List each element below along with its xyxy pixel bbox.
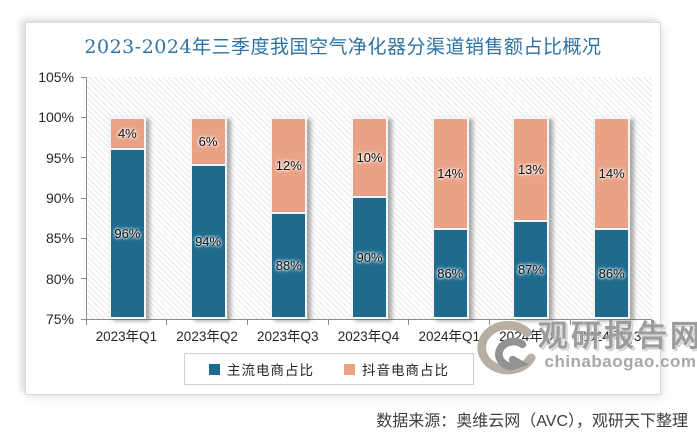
y-tick-mark: [81, 278, 86, 280]
x-axis-label: 2023年Q4: [337, 329, 400, 344]
chart-title: 2023-2024年三季度我国空气净化器分渠道销售额占比概况: [84, 36, 602, 58]
x-axis-label: 2023年Q1: [95, 329, 158, 344]
x-tick-mark: [569, 319, 571, 325]
stacked-bar: 4% 96%: [108, 117, 146, 319]
y-axis-label: 90%: [45, 190, 74, 206]
main-ecommerce-segment: 86%: [431, 230, 469, 319]
x-axis-label: 2023年Q3: [257, 329, 319, 344]
data-label: 4%: [117, 125, 137, 141]
legend: 主流电商占比 抖音电商占比: [184, 353, 474, 385]
x-axis-label: 2024年Q1: [418, 329, 480, 344]
y-axis-ticks: [81, 76, 86, 320]
data-label: 14%: [437, 166, 464, 182]
douyin-segment: 14%: [593, 117, 631, 231]
bar-slot: 4% 96%: [87, 77, 168, 319]
data-label: 87%: [517, 262, 544, 278]
x-axis-label: 2024年Q3: [579, 329, 642, 344]
y-axis-label: 100%: [38, 109, 74, 126]
x-tick-mark: [85, 319, 87, 325]
data-label: 6%: [198, 134, 218, 150]
main-ecommerce-segment: 96%: [108, 149, 146, 319]
data-label: 96%: [114, 225, 141, 241]
x-axis-labels: 2023年Q1 2023年Q2 2023年Q3 2023年Q4 2024年Q1 2024年…: [86, 325, 651, 345]
bar-slot: 10% 90%: [329, 77, 410, 319]
y-axis: 105% 100% 95% 90% 85% 80% 75%: [26, 69, 81, 327]
douyin-segment: 13%: [512, 117, 550, 223]
data-label: 94%: [195, 233, 222, 249]
x-tick-mark: [408, 319, 410, 325]
data-label: 14%: [598, 166, 625, 182]
source-note: 数据来源：奥维云网（AVC），观研天下整理: [376, 413, 688, 430]
y-tick-mark: [81, 318, 86, 320]
data-label: 86%: [437, 266, 464, 282]
stacked-bar: 14% 86%: [431, 117, 469, 319]
douyin-segment: 12%: [270, 117, 308, 215]
y-axis-label: 85%: [45, 230, 74, 247]
legend-label: 抖音电商占比: [362, 363, 449, 378]
chart-card: 2023-2024年三季度我国空气净化器分渠道销售额占比概况 105% 100% 9…: [25, 22, 661, 395]
bar-slot: 13% 87%: [491, 77, 572, 319]
x-tick-mark: [246, 319, 248, 325]
douyin-segment: 14%: [431, 117, 469, 231]
main-ecommerce-segment: 90%: [351, 198, 389, 319]
douyin-segment: 4%: [108, 117, 146, 150]
y-tick-mark: [81, 157, 86, 159]
bar-slot: 14% 86%: [571, 77, 652, 319]
data-label: 13%: [517, 162, 544, 178]
legend-item: 抖音电商占比: [344, 359, 449, 379]
data-label: 88%: [275, 258, 302, 274]
douyin-segment: 10%: [351, 117, 389, 198]
data-label: 12%: [275, 158, 302, 174]
x-tick-mark: [650, 319, 652, 325]
x-axis-label: 2024年Q2: [499, 329, 561, 344]
plot-area: 4% 96% 6% 94% 12% 88% 10% 90% 14% 86% 13% 87% 14% 86%: [86, 77, 652, 320]
stacked-bar: 6% 94%: [189, 117, 227, 319]
bar-slot: 12% 88%: [248, 77, 329, 319]
douyin-segment: 6%: [189, 117, 227, 166]
main-ecommerce-segment: 94%: [189, 165, 227, 319]
stacked-bar: 14% 86%: [593, 117, 631, 319]
main-ecommerce-segment: 88%: [270, 214, 308, 319]
data-label: 90%: [356, 250, 383, 265]
stacked-bar: 12% 88%: [270, 117, 308, 319]
main-ecommerce-segment: 86%: [593, 230, 631, 319]
main-ecommerce-segment: 87%: [512, 222, 550, 319]
stacked-bar: 13% 87%: [512, 117, 550, 319]
y-axis-label: 95%: [45, 149, 74, 166]
y-axis-label: 75%: [45, 311, 74, 327]
data-label: 10%: [356, 150, 383, 166]
y-tick-mark: [81, 116, 86, 118]
y-tick-mark: [81, 237, 86, 239]
bar-slot: 14% 86%: [410, 77, 491, 319]
x-axis-label: 2023年Q2: [176, 329, 238, 344]
y-axis-label: 80%: [45, 270, 74, 287]
x-tick-mark: [166, 319, 168, 325]
y-tick-mark: [81, 197, 86, 199]
y-tick-mark: [81, 76, 86, 78]
bar-slot: 6% 94%: [168, 77, 249, 319]
legend-swatch-icon: [344, 363, 355, 375]
data-label: 86%: [598, 266, 625, 282]
legend-item: 主流电商占比: [209, 359, 314, 379]
y-axis-label: 105%: [38, 69, 74, 85]
x-tick-mark: [327, 319, 329, 325]
stacked-bar: 10% 90%: [351, 117, 389, 319]
legend-label: 主流电商占比: [227, 363, 314, 378]
legend-swatch-icon: [209, 363, 220, 375]
